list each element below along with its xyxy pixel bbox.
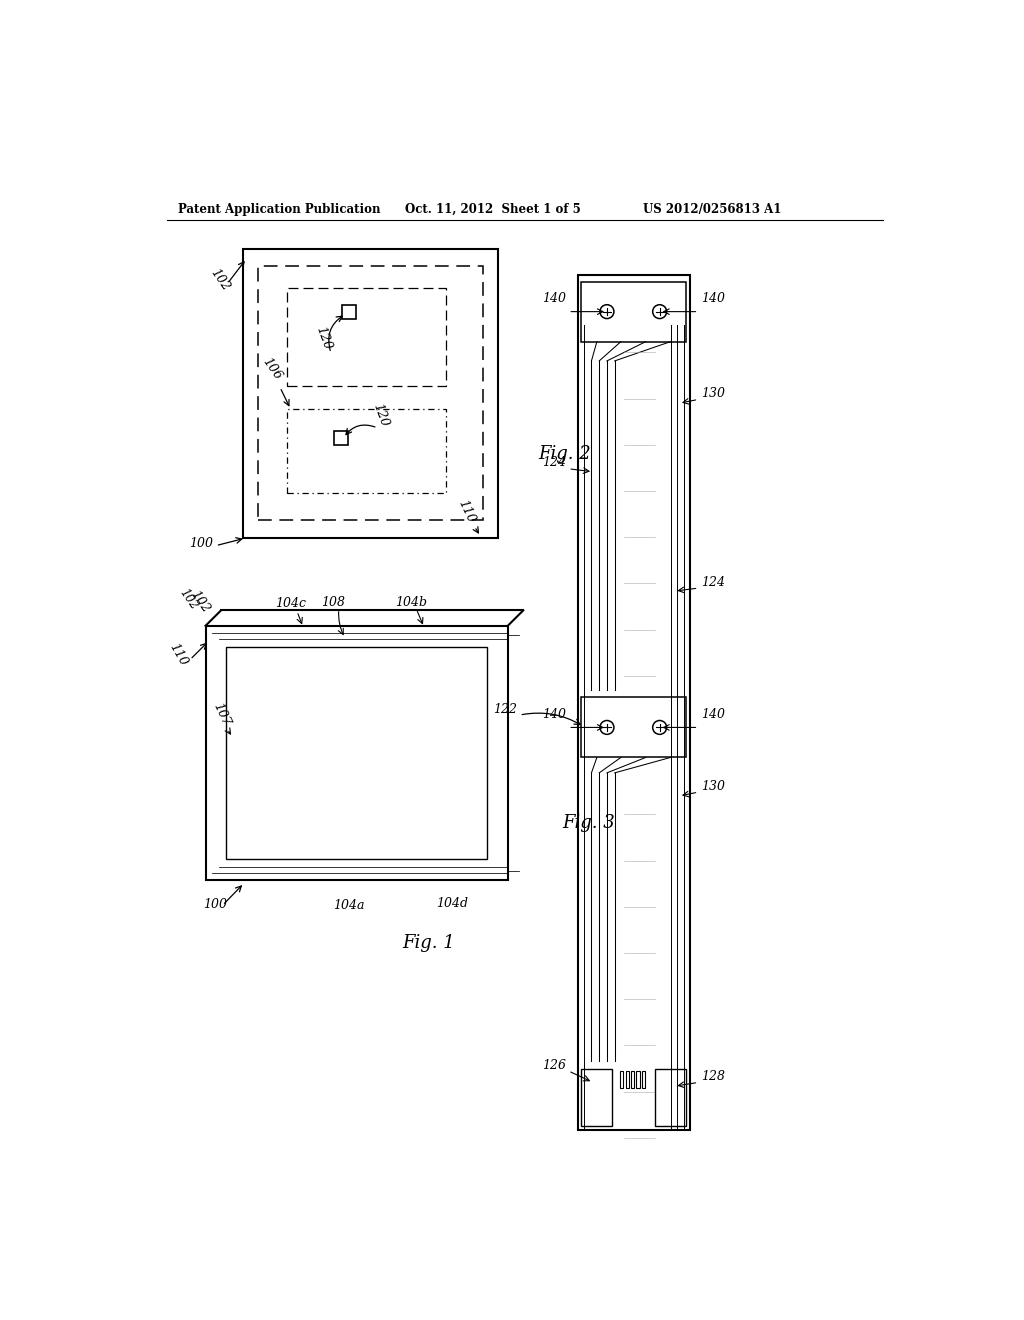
Text: 126: 126 <box>542 1059 566 1072</box>
Bar <box>642 1071 645 1088</box>
Text: 104a: 104a <box>333 899 365 912</box>
Text: 100: 100 <box>189 537 214 550</box>
Text: 140: 140 <box>542 293 566 305</box>
Bar <box>334 432 348 445</box>
Text: 120: 120 <box>313 325 334 351</box>
Text: 120: 120 <box>371 401 391 429</box>
Text: 128: 128 <box>701 1071 725 1084</box>
Bar <box>287 409 445 494</box>
Text: 100: 100 <box>203 898 226 911</box>
Bar <box>655 1069 686 1126</box>
Bar <box>243 249 499 539</box>
Text: Oct. 11, 2012  Sheet 1 of 5: Oct. 11, 2012 Sheet 1 of 5 <box>406 203 582 215</box>
Text: 102: 102 <box>207 267 231 294</box>
Bar <box>626 1071 629 1088</box>
Text: 130: 130 <box>701 780 725 793</box>
Text: 110: 110 <box>456 498 477 525</box>
Bar <box>621 1071 624 1088</box>
Bar <box>582 697 686 758</box>
Text: 110: 110 <box>167 640 190 668</box>
Bar <box>578 276 690 1130</box>
Bar <box>631 1071 634 1088</box>
Text: Patent Application Publication: Patent Application Publication <box>178 203 381 215</box>
Text: 104b: 104b <box>395 595 427 609</box>
Bar <box>582 281 686 342</box>
Text: 108: 108 <box>322 595 345 609</box>
Text: 106: 106 <box>260 355 285 383</box>
Text: 102: 102 <box>187 587 212 615</box>
Bar <box>342 305 356 319</box>
Text: 140: 140 <box>701 709 725 721</box>
Bar <box>226 647 486 859</box>
Text: US 2012/0256813 A1: US 2012/0256813 A1 <box>643 203 781 215</box>
Text: 140: 140 <box>542 709 566 721</box>
Text: Fig. 2: Fig. 2 <box>539 445 592 463</box>
Text: 102: 102 <box>177 586 201 612</box>
Text: 104d: 104d <box>436 896 468 909</box>
Text: 122: 122 <box>493 702 517 715</box>
Text: 104c: 104c <box>275 598 306 610</box>
Text: 130: 130 <box>701 387 725 400</box>
Bar <box>258 267 483 520</box>
Text: Fig. 3: Fig. 3 <box>562 814 614 833</box>
Text: 124: 124 <box>701 576 725 589</box>
Text: 107: 107 <box>210 701 232 729</box>
Text: 124: 124 <box>542 457 566 470</box>
Text: Fig. 1: Fig. 1 <box>402 933 455 952</box>
Bar <box>636 1071 640 1088</box>
Bar <box>582 1069 612 1126</box>
Bar <box>206 626 508 880</box>
Text: 140: 140 <box>701 293 725 305</box>
Bar <box>287 288 445 387</box>
